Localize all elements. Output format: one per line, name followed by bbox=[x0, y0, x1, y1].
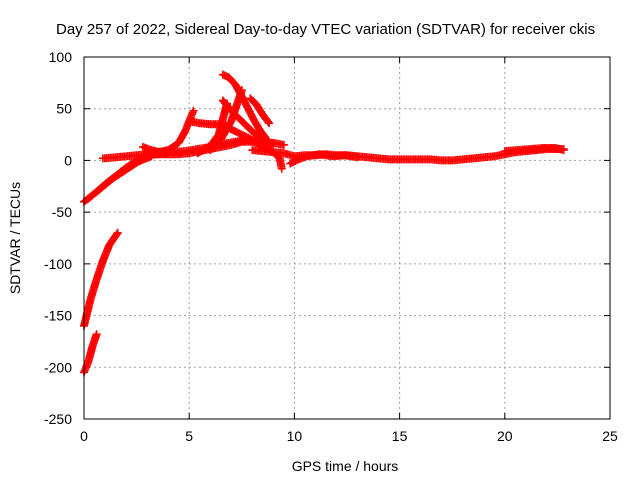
data-point bbox=[264, 117, 273, 126]
series-peak-arc-2 bbox=[218, 96, 267, 144]
data-point bbox=[353, 153, 362, 162]
y-tick-label: 0 bbox=[64, 152, 72, 168]
series-short-arc bbox=[246, 94, 274, 128]
y-tick-label: -150 bbox=[44, 308, 72, 324]
data-point bbox=[269, 139, 278, 148]
grid bbox=[84, 57, 610, 419]
x-tick-label: 25 bbox=[602, 428, 618, 444]
x-tick-label: 15 bbox=[392, 428, 408, 444]
x-tick-label: 10 bbox=[287, 428, 303, 444]
y-tick-label: 50 bbox=[56, 101, 72, 117]
data-point bbox=[257, 134, 266, 143]
series-steep-arc-2 bbox=[80, 330, 101, 377]
series-hump-2 bbox=[185, 117, 223, 129]
series-tail-track bbox=[286, 150, 362, 168]
data-point bbox=[92, 330, 101, 339]
series-steep-arc-1 bbox=[80, 228, 122, 330]
data-point bbox=[189, 106, 198, 115]
data-points bbox=[80, 70, 568, 377]
chart-title: Day 257 of 2022, Sidereal Day-to-day VTE… bbox=[56, 21, 595, 38]
y-tick-label: -200 bbox=[44, 359, 72, 375]
data-point bbox=[277, 164, 286, 173]
data-point bbox=[112, 230, 121, 239]
data-point bbox=[265, 119, 274, 128]
y-tick-label: -250 bbox=[44, 411, 72, 427]
y-tick-label: 100 bbox=[49, 49, 73, 65]
x-tick-label: 5 bbox=[185, 428, 193, 444]
x-axis-label: GPS time / hours bbox=[292, 458, 399, 474]
data-point bbox=[113, 228, 122, 237]
x-tick-label: 20 bbox=[497, 428, 513, 444]
tick-labels: 0 5 10 15 20 25 -250 -200 -150 -100 -50 0 50 100 bbox=[44, 49, 618, 444]
y-tick-label: -50 bbox=[52, 204, 72, 220]
data-point bbox=[559, 146, 568, 155]
series-end-track bbox=[500, 144, 568, 156]
x-tick-label: 0 bbox=[80, 428, 88, 444]
plot-frame bbox=[83, 56, 611, 420]
data-point bbox=[279, 140, 288, 149]
y-tick-label: -100 bbox=[44, 256, 72, 272]
y-axis-label: SDTVAR / TECUs bbox=[7, 182, 23, 294]
